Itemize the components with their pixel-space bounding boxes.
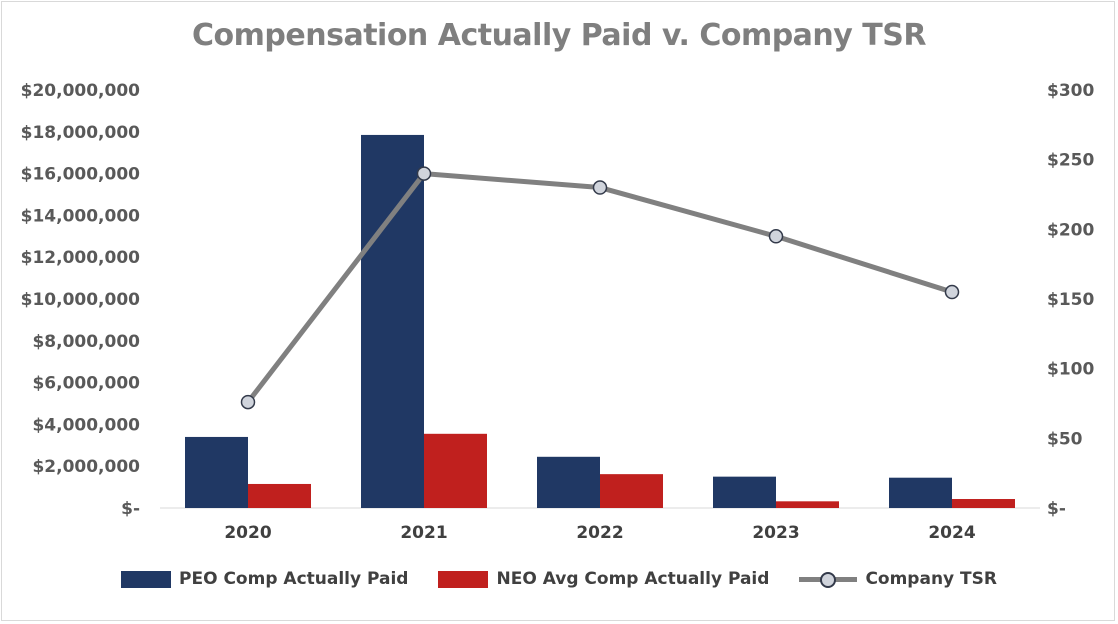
legend-line-tsr <box>799 571 858 588</box>
legend-item-peo: PEO Comp Actually Paid <box>121 569 408 589</box>
bar-neo-comp <box>424 433 487 508</box>
y-left-tick-label: $18,000,000 <box>21 123 141 143</box>
y-right-tick-label: $250 <box>1047 151 1094 171</box>
bar-neo-comp <box>248 483 311 508</box>
legend-label-neo: NEO Avg Comp Actually Paid <box>496 569 770 589</box>
legend-item-tsr: Company TSR <box>799 569 997 589</box>
y-left-tick-label: $6,000,000 <box>32 374 140 394</box>
y-left-tick-label: $10,000,000 <box>21 290 141 310</box>
x-tick-label: 2022 <box>576 523 623 543</box>
tsr-point <box>944 284 960 300</box>
legend-label-tsr: Company TSR <box>865 569 997 589</box>
bar-peo-comp <box>537 456 600 508</box>
tsr-series-line <box>246 171 953 404</box>
y-left-tick-label: $16,000,000 <box>21 165 141 185</box>
tsr-point <box>592 180 608 195</box>
bar-peo-comp <box>889 477 952 508</box>
bar-neo-comp <box>952 499 1015 508</box>
y-right-tick-label: $300 <box>1047 81 1094 101</box>
bar-neo-comp <box>600 474 663 508</box>
y-left-tick-label: $14,000,000 <box>21 206 141 226</box>
y-right-tick-label: $50 <box>1047 429 1083 449</box>
bar-peo-comp <box>185 436 248 508</box>
tsr-point <box>240 394 256 410</box>
bar-peo-comp <box>361 134 424 508</box>
bar-peo-comp <box>713 476 776 508</box>
x-tick-label: 2020 <box>224 523 271 543</box>
y-left-tick-label: $8,000,000 <box>32 332 140 352</box>
y-right-tick-label: $150 <box>1047 290 1094 310</box>
tsr-point <box>416 166 432 181</box>
y-left-tick-label: $20,000,000 <box>21 81 141 101</box>
bar-neo-comp <box>776 501 839 508</box>
y-right-tick-label: $200 <box>1047 220 1094 240</box>
x-tick-label: 2021 <box>400 523 447 543</box>
tsr-point <box>768 229 784 244</box>
y-left-tick-label: $- <box>121 499 140 519</box>
chart-legend: PEO Comp Actually Paid NEO Avg Comp Actu… <box>0 569 1118 589</box>
legend-item-neo: NEO Avg Comp Actually Paid <box>438 569 769 589</box>
x-tick-label: 2023 <box>752 523 799 543</box>
y-right-tick-label: $100 <box>1047 360 1094 380</box>
y-left-tick-label: $4,000,000 <box>32 415 140 435</box>
legend-label-peo: PEO Comp Actually Paid <box>179 569 409 589</box>
y-right-tick-label: $- <box>1047 499 1066 519</box>
y-left-tick-label: $2,000,000 <box>32 457 140 477</box>
legend-swatch-neo <box>438 570 489 588</box>
x-tick-label: 2024 <box>928 523 975 543</box>
chart-title: Compensation Actually Paid v. Company TS… <box>192 18 926 53</box>
y-left-tick-label: $12,000,000 <box>21 248 141 268</box>
legend-swatch-peo <box>121 570 172 588</box>
